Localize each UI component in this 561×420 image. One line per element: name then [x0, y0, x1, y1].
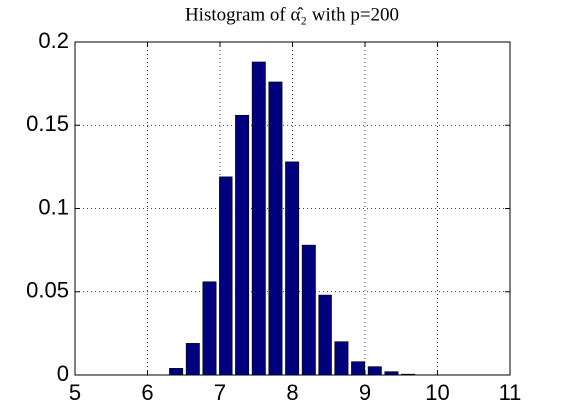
x-tick-label: 9 — [359, 380, 371, 405]
bar — [334, 341, 349, 376]
bar — [268, 81, 283, 376]
bar — [202, 281, 217, 376]
x-tick-label: 5 — [69, 380, 81, 405]
bar — [285, 161, 300, 376]
bar — [367, 366, 382, 376]
bar — [318, 294, 332, 376]
y-tick-label: 0.15 — [26, 111, 69, 136]
x-tick-label: 10 — [425, 380, 449, 405]
x-tick-label: 7 — [214, 380, 226, 405]
y-tick-label: 0 — [57, 361, 69, 386]
bar — [169, 368, 184, 376]
bar — [235, 114, 250, 376]
x-tick-label: 8 — [286, 380, 298, 405]
chart-title: Histogram of α̂₂ with p=200 — [185, 4, 399, 25]
bar — [185, 343, 200, 376]
y-tick-label: 0.2 — [38, 28, 69, 53]
y-tick-label: 0.1 — [38, 194, 69, 219]
x-tick-label: 11 — [499, 380, 522, 405]
bar — [351, 361, 366, 376]
x-tick-label: 6 — [141, 380, 153, 405]
plot-frame — [74, 41, 511, 376]
bar — [251, 61, 266, 376]
bar — [301, 244, 316, 376]
bar — [219, 176, 233, 376]
y-tick-label: 0.05 — [26, 278, 69, 303]
